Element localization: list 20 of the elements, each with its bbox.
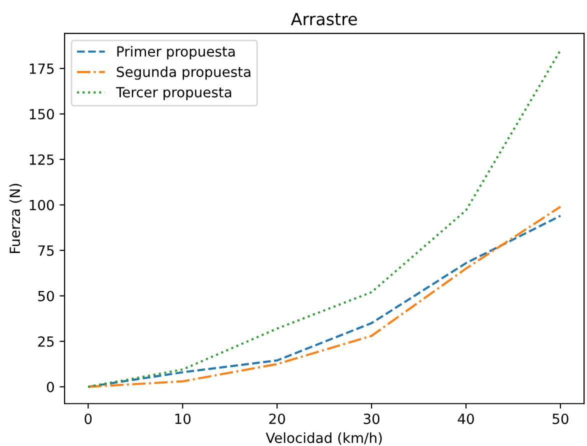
x-tick-label: 10 xyxy=(175,414,191,424)
x-axis-title: Velocidad (km/h) xyxy=(266,432,382,445)
y-tick-label: 175 xyxy=(30,64,54,74)
x-tick-label: 0 xyxy=(84,414,92,424)
legend-label: Primer propuesta xyxy=(117,46,235,60)
y-tick-label: 25 xyxy=(38,336,54,347)
y-tick-label: 100 xyxy=(30,200,54,210)
y-axis-title: Fuerza (N) xyxy=(9,184,22,254)
legend-label: Tercer propuesta xyxy=(116,87,232,100)
y-tick-label: 0 xyxy=(46,382,54,392)
x-tick-label: 40 xyxy=(458,414,474,424)
x-tick-label: 20 xyxy=(269,414,286,424)
x-tick-label: 50 xyxy=(552,414,568,424)
y-tick-label: 50 xyxy=(38,290,54,302)
y-tick-label: 150 xyxy=(30,108,54,120)
y-tick-label: 125 xyxy=(30,154,54,165)
chart-title: Arrastre xyxy=(290,12,357,26)
y-tick-label: 75 xyxy=(38,246,54,256)
x-tick-label: 30 xyxy=(364,414,380,424)
legend-label: Segunda propuesta xyxy=(116,66,250,80)
